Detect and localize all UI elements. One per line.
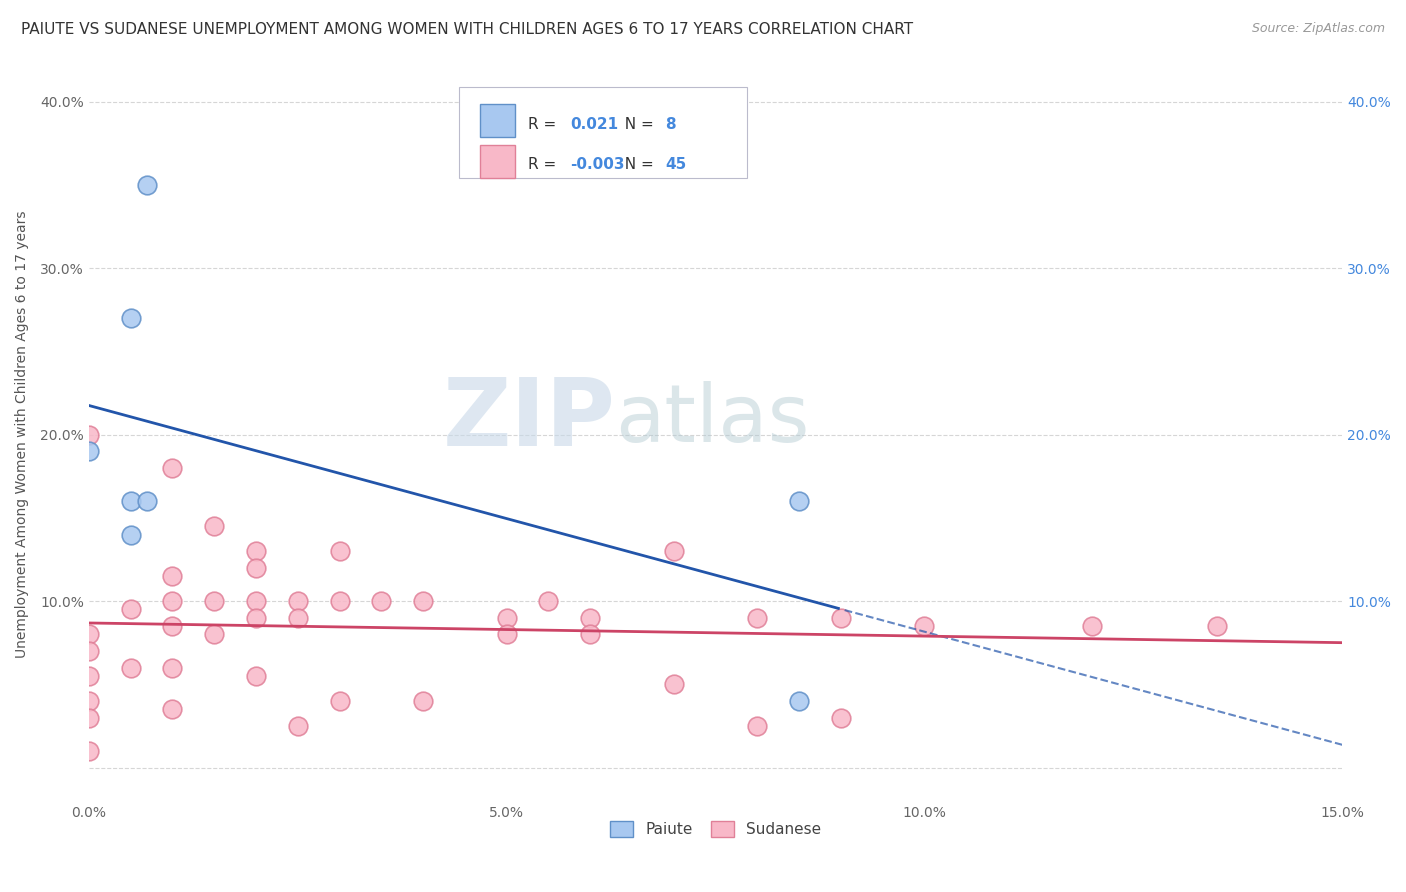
- Point: [120, 527, 142, 541]
- Point: [77, 711, 100, 725]
- Y-axis label: Unemployment Among Women with Children Ages 6 to 17 years: Unemployment Among Women with Children A…: [15, 211, 30, 658]
- Text: Source: ZipAtlas.com: Source: ZipAtlas.com: [1251, 22, 1385, 36]
- Text: N =: N =: [616, 157, 659, 172]
- Text: ZIP: ZIP: [443, 374, 616, 466]
- Point: [77, 627, 100, 641]
- Point: [245, 594, 267, 608]
- Text: R =: R =: [527, 157, 561, 172]
- Legend: Paiute, Sudanese: Paiute, Sudanese: [602, 814, 828, 845]
- Point: [662, 677, 685, 691]
- Text: 0.021: 0.021: [571, 117, 619, 132]
- Point: [1206, 619, 1229, 633]
- Point: [202, 594, 225, 608]
- Point: [202, 627, 225, 641]
- Point: [328, 694, 350, 708]
- Text: 8: 8: [665, 117, 676, 132]
- Point: [328, 544, 350, 558]
- Point: [370, 594, 392, 608]
- Point: [136, 178, 159, 192]
- Point: [787, 694, 810, 708]
- Point: [77, 427, 100, 442]
- Point: [537, 594, 560, 608]
- Text: 45: 45: [665, 157, 686, 172]
- Point: [162, 461, 184, 475]
- Point: [245, 544, 267, 558]
- Point: [120, 602, 142, 616]
- Point: [77, 644, 100, 658]
- Point: [287, 611, 309, 625]
- Point: [787, 494, 810, 508]
- Text: atlas: atlas: [616, 381, 810, 459]
- FancyBboxPatch shape: [458, 87, 747, 178]
- Point: [1080, 619, 1102, 633]
- Text: N =: N =: [616, 117, 659, 132]
- Point: [77, 444, 100, 458]
- Point: [662, 544, 685, 558]
- Point: [120, 494, 142, 508]
- Point: [245, 561, 267, 575]
- Point: [287, 719, 309, 733]
- Point: [120, 311, 142, 326]
- Point: [162, 702, 184, 716]
- Point: [245, 611, 267, 625]
- Point: [747, 719, 769, 733]
- Point: [328, 594, 350, 608]
- Point: [495, 627, 517, 641]
- Point: [162, 594, 184, 608]
- Point: [579, 611, 602, 625]
- Point: [412, 694, 434, 708]
- Point: [162, 619, 184, 633]
- Text: R =: R =: [527, 117, 561, 132]
- Point: [77, 744, 100, 758]
- FancyBboxPatch shape: [479, 145, 515, 178]
- Point: [495, 611, 517, 625]
- Point: [830, 711, 852, 725]
- Point: [412, 594, 434, 608]
- Point: [162, 569, 184, 583]
- FancyBboxPatch shape: [479, 104, 515, 137]
- Point: [162, 661, 184, 675]
- Point: [136, 494, 159, 508]
- Point: [120, 661, 142, 675]
- Point: [77, 694, 100, 708]
- Point: [287, 594, 309, 608]
- Point: [202, 519, 225, 533]
- Point: [914, 619, 936, 633]
- Point: [579, 627, 602, 641]
- Point: [77, 669, 100, 683]
- Text: -0.003: -0.003: [571, 157, 624, 172]
- Point: [747, 611, 769, 625]
- Point: [245, 669, 267, 683]
- Point: [830, 611, 852, 625]
- Text: PAIUTE VS SUDANESE UNEMPLOYMENT AMONG WOMEN WITH CHILDREN AGES 6 TO 17 YEARS COR: PAIUTE VS SUDANESE UNEMPLOYMENT AMONG WO…: [21, 22, 914, 37]
